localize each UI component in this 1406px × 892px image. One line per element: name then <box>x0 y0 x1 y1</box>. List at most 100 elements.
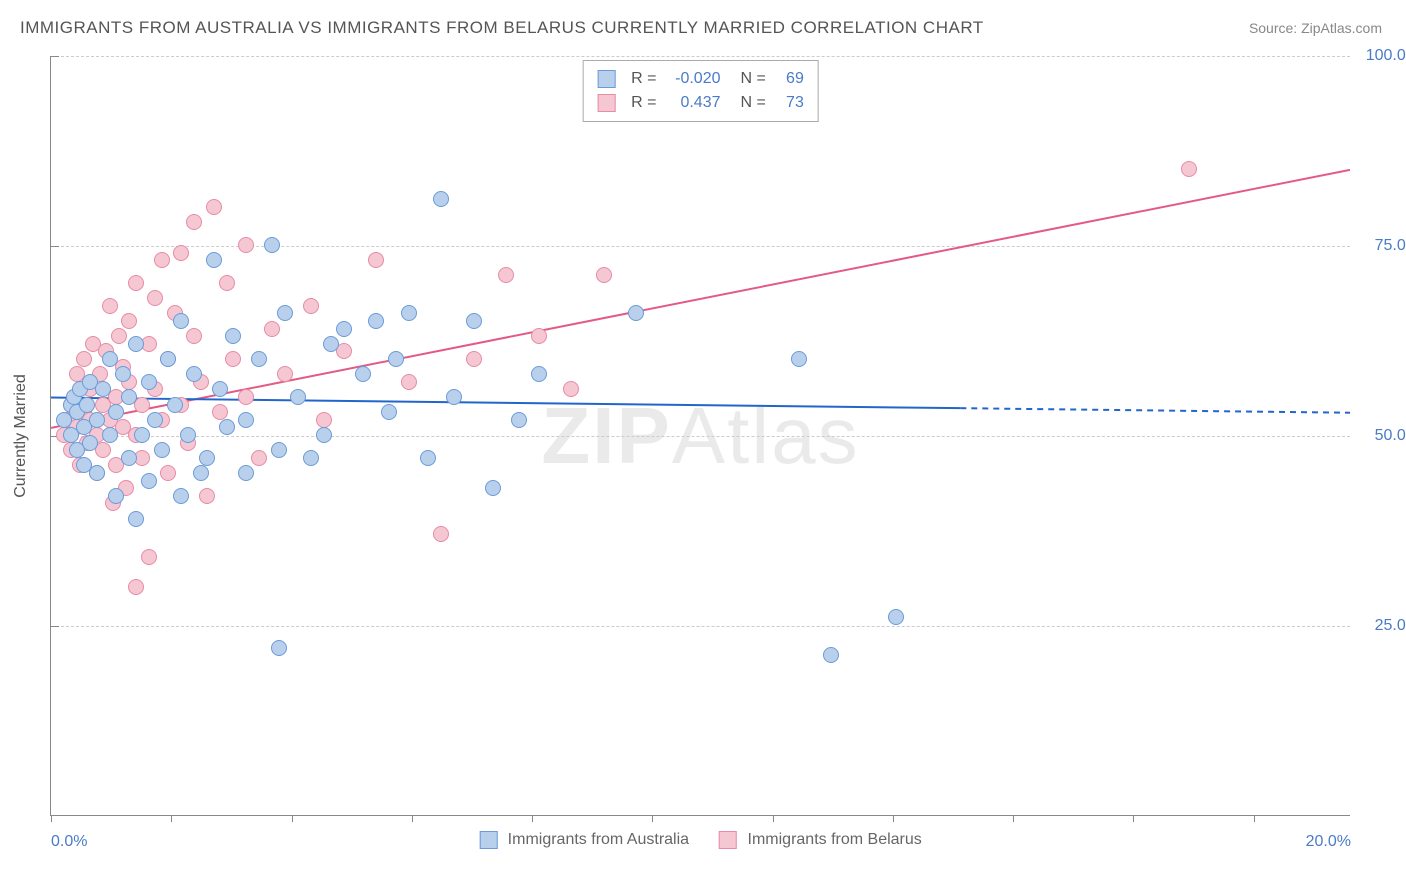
point-belarus <box>111 328 127 344</box>
point-australia <box>303 450 319 466</box>
legend-item-belarus: Immigrants from Belarus <box>719 831 922 849</box>
point-australia <box>141 374 157 390</box>
point-australia <box>628 305 644 321</box>
point-belarus <box>102 298 118 314</box>
point-australia <box>173 488 189 504</box>
point-australia <box>888 609 904 625</box>
point-australia <box>95 381 111 397</box>
point-belarus <box>160 465 176 481</box>
stats-legend-box: R = -0.020 N = 69 R = 0.437 N = 73 <box>582 60 819 122</box>
point-belarus <box>238 389 254 405</box>
point-belarus <box>128 579 144 595</box>
y-axis-label: Currently Married <box>12 374 30 498</box>
point-australia <box>115 366 131 382</box>
point-belarus <box>121 313 137 329</box>
point-australia <box>160 351 176 367</box>
point-australia <box>791 351 807 367</box>
point-australia <box>368 313 384 329</box>
point-australia <box>108 404 124 420</box>
point-australia <box>823 647 839 663</box>
point-australia <box>420 450 436 466</box>
point-australia <box>355 366 371 382</box>
point-australia <box>238 465 254 481</box>
swatch-belarus <box>597 94 615 112</box>
point-belarus <box>433 526 449 542</box>
point-australia <box>180 427 196 443</box>
point-australia <box>446 389 462 405</box>
point-australia <box>388 351 404 367</box>
point-australia <box>102 351 118 367</box>
point-belarus <box>1181 161 1197 177</box>
point-belarus <box>199 488 215 504</box>
point-australia <box>485 480 501 496</box>
point-australia <box>277 305 293 321</box>
plot-area: Currently Married ZIPAtlas 25.0%50.0%75.… <box>50 56 1350 816</box>
point-belarus <box>76 351 92 367</box>
point-australia <box>128 511 144 527</box>
point-australia <box>147 412 163 428</box>
swatch-belarus-icon <box>719 831 737 849</box>
stats-row-australia: R = -0.020 N = 69 <box>597 67 804 91</box>
point-belarus <box>563 381 579 397</box>
point-australia <box>82 435 98 451</box>
point-australia <box>199 450 215 466</box>
point-belarus <box>277 366 293 382</box>
point-belarus <box>498 267 514 283</box>
point-australia <box>336 321 352 337</box>
point-belarus <box>154 252 170 268</box>
y-tick-label: 75.0% <box>1375 237 1406 255</box>
point-belarus <box>186 214 202 230</box>
point-australia <box>225 328 241 344</box>
point-belarus <box>466 351 482 367</box>
point-belarus <box>251 450 267 466</box>
point-australia <box>173 313 189 329</box>
stats-row-belarus: R = 0.437 N = 73 <box>597 91 804 115</box>
point-australia <box>251 351 267 367</box>
point-australia <box>89 412 105 428</box>
point-belarus <box>531 328 547 344</box>
point-australia <box>102 427 118 443</box>
point-australia <box>128 336 144 352</box>
x-tick-label: 0.0% <box>51 833 87 851</box>
point-australia <box>271 640 287 656</box>
point-australia <box>121 389 137 405</box>
point-belarus <box>303 298 319 314</box>
point-australia <box>108 488 124 504</box>
legend-item-australia: Immigrants from Australia <box>479 831 689 849</box>
gridline <box>51 626 1350 627</box>
y-tick-label: 100.0% <box>1366 47 1406 65</box>
chart-title: IMMIGRANTS FROM AUSTRALIA VS IMMIGRANTS … <box>20 18 984 38</box>
point-belarus <box>316 412 332 428</box>
point-belarus <box>186 328 202 344</box>
point-belarus <box>173 245 189 261</box>
point-australia <box>121 450 137 466</box>
point-australia <box>154 442 170 458</box>
point-australia <box>134 427 150 443</box>
point-belarus <box>368 252 384 268</box>
point-belarus <box>264 321 280 337</box>
point-belarus <box>206 199 222 215</box>
point-australia <box>433 191 449 207</box>
point-belarus <box>141 549 157 565</box>
point-australia <box>466 313 482 329</box>
point-belarus <box>596 267 612 283</box>
swatch-australia <box>597 70 615 88</box>
point-australia <box>316 427 332 443</box>
source-text: Source: ZipAtlas.com <box>1249 20 1382 36</box>
point-belarus <box>401 374 417 390</box>
point-belarus <box>225 351 241 367</box>
point-belarus <box>212 404 228 420</box>
point-belarus <box>128 275 144 291</box>
point-australia <box>79 397 95 413</box>
y-tick-label: 25.0% <box>1375 617 1406 635</box>
point-australia <box>271 442 287 458</box>
point-australia <box>264 237 280 253</box>
y-tick-label: 50.0% <box>1375 427 1406 445</box>
point-australia <box>531 366 547 382</box>
point-australia <box>212 381 228 397</box>
bottom-legend: Immigrants from Australia Immigrants fro… <box>479 831 922 849</box>
gridline <box>51 56 1350 57</box>
point-belarus <box>147 290 163 306</box>
point-australia <box>167 397 183 413</box>
x-tick-label: 20.0% <box>1306 833 1351 851</box>
